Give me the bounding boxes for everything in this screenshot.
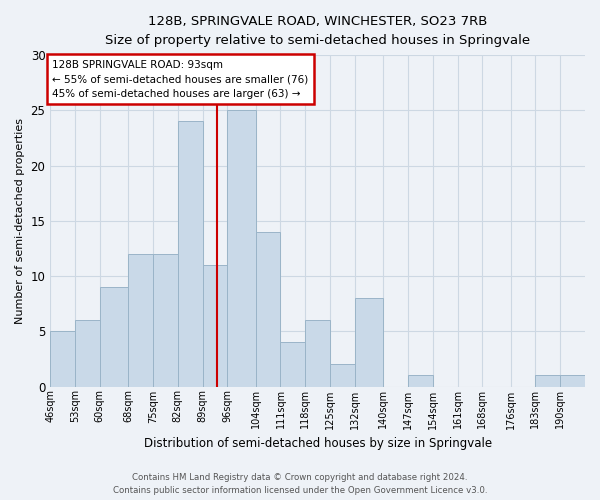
Y-axis label: Number of semi-detached properties: Number of semi-detached properties xyxy=(15,118,25,324)
Bar xyxy=(75,320,100,386)
Bar xyxy=(100,287,128,386)
Bar xyxy=(280,342,305,386)
Bar xyxy=(203,265,227,386)
Bar xyxy=(305,320,330,386)
Bar xyxy=(330,364,355,386)
X-axis label: Distribution of semi-detached houses by size in Springvale: Distribution of semi-detached houses by … xyxy=(143,437,492,450)
Bar xyxy=(50,332,75,386)
Bar xyxy=(227,110,256,386)
Title: 128B, SPRINGVALE ROAD, WINCHESTER, SO23 7RB
Size of property relative to semi-de: 128B, SPRINGVALE ROAD, WINCHESTER, SO23 … xyxy=(105,15,530,47)
Bar xyxy=(256,232,280,386)
Bar xyxy=(153,254,178,386)
Text: 128B SPRINGVALE ROAD: 93sqm
← 55% of semi-detached houses are smaller (76)
45% o: 128B SPRINGVALE ROAD: 93sqm ← 55% of sem… xyxy=(52,60,308,99)
Bar xyxy=(535,376,560,386)
Bar xyxy=(408,376,433,386)
Bar xyxy=(178,122,203,386)
Text: Contains HM Land Registry data © Crown copyright and database right 2024.
Contai: Contains HM Land Registry data © Crown c… xyxy=(113,474,487,495)
Bar xyxy=(355,298,383,386)
Bar xyxy=(128,254,153,386)
Bar xyxy=(560,376,585,386)
